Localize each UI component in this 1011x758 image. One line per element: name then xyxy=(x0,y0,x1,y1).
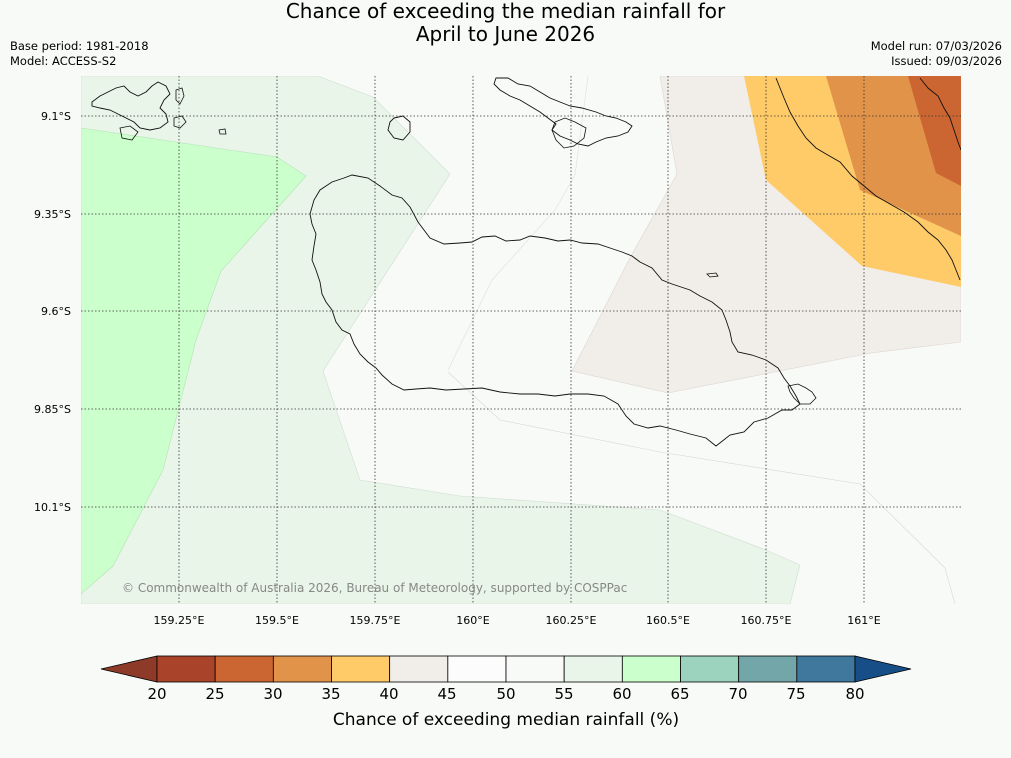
colorbar-label: 70 xyxy=(728,685,747,703)
lon-label: 160°E xyxy=(456,614,489,627)
faint-contour-line xyxy=(447,371,956,604)
lon-label: 160.75°E xyxy=(741,614,792,627)
colorbar-segment xyxy=(621,655,681,683)
colorbar-segment xyxy=(331,655,391,683)
contour-25-30-east xyxy=(908,76,961,186)
base-period-text: Base period: 1981-2018 xyxy=(10,39,149,53)
colorbar-segment xyxy=(447,655,507,683)
colorbar-segment xyxy=(505,655,565,683)
colorbar-segments xyxy=(156,655,856,683)
title-line-1: Chance of exceeding the median rainfall … xyxy=(285,0,726,23)
colorbar-segment xyxy=(214,655,274,683)
coast-malaita xyxy=(775,77,961,281)
colorbar-segment xyxy=(563,655,623,683)
colorbar-segment xyxy=(680,655,740,683)
island-nggela-west xyxy=(551,117,587,149)
colorbar-title: Chance of exceeding median rainfall (%) xyxy=(333,710,679,730)
colorbar-label: 50 xyxy=(496,685,515,703)
lat-label: 9.85°S xyxy=(34,403,71,416)
lat-label: 9.1°S xyxy=(41,110,71,123)
colorbar-label: 40 xyxy=(379,685,398,703)
lon-label: 159.75°E xyxy=(350,614,401,627)
map-area xyxy=(81,76,961,604)
island-savo xyxy=(387,115,411,141)
lat-label: 10.1°S xyxy=(34,501,71,514)
colorbar-over-arrow xyxy=(854,655,912,683)
lat-labels: 9.1°S 9.35°S 9.6°S 9.85°S 10.1°S xyxy=(34,110,71,514)
colorbar-label: 80 xyxy=(845,685,864,703)
lon-label: 160.25°E xyxy=(546,614,597,627)
model-run-text: Model run: 07/03/2026 xyxy=(870,39,1002,53)
island-russell-south xyxy=(119,125,139,141)
colorbar-label: 30 xyxy=(263,685,282,703)
islet-russell-2 xyxy=(218,128,227,135)
chart-title: Chance of exceeding the median rainfall … xyxy=(0,0,1011,46)
lon-label: 159.25°E xyxy=(154,614,205,627)
colorbar-segment xyxy=(738,655,798,683)
meta-right: Model run: 07/03/2026 Issued: 09/03/2026 xyxy=(871,39,1002,69)
colorbar-under-arrow xyxy=(100,655,158,683)
colorbar-label: 25 xyxy=(205,685,224,703)
coast-malaita-upper xyxy=(919,77,961,151)
islet-russell-3 xyxy=(175,87,185,105)
model-text: Model: ACCESS-S2 xyxy=(10,54,117,68)
lon-label: 161°E xyxy=(847,614,880,627)
colorbar-label: 65 xyxy=(670,685,689,703)
lon-labels: 159.25°E 159.5°E 159.75°E 160°E 160.25°E… xyxy=(154,614,881,627)
contour-60-65-west xyxy=(81,127,307,595)
gridlines xyxy=(81,76,961,604)
islet-russell xyxy=(173,115,187,129)
island-guadalcanal xyxy=(309,174,801,447)
colorbar-label: 20 xyxy=(147,685,166,703)
lon-label: 159.5°E xyxy=(255,614,299,627)
issued-text: Issued: 09/03/2026 xyxy=(891,54,1002,68)
colorbar-label: 55 xyxy=(554,685,573,703)
islet-east xyxy=(787,383,817,405)
colorbar-segment xyxy=(272,655,332,683)
islet-small xyxy=(706,272,719,278)
meta-left: Base period: 1981-2018 Model: ACCESS-S2 xyxy=(10,39,149,69)
title-line-2: April to June 2026 xyxy=(415,22,596,46)
colorbar-label: 60 xyxy=(612,685,631,703)
copyright-text: © Commonwealth of Australia 2026, Bureau… xyxy=(122,581,627,595)
colorbar: 20 25 30 35 40 45 50 55 60 65 70 75 80 C… xyxy=(100,655,912,730)
colorbar-label: 35 xyxy=(321,685,340,703)
island-nggela xyxy=(493,77,633,147)
colorbar-segment xyxy=(389,655,449,683)
colorbar-segment xyxy=(796,655,856,683)
colorbar-label: 45 xyxy=(437,685,456,703)
island-russell xyxy=(91,81,171,131)
colorbar-labels: 20 25 30 35 40 45 50 55 60 65 70 75 80 xyxy=(147,685,864,703)
colorbar-label: 75 xyxy=(786,685,805,703)
lat-label: 9.6°S xyxy=(41,305,71,318)
colorbar-segment xyxy=(156,655,216,683)
lon-label: 160.5°E xyxy=(646,614,690,627)
lat-label: 9.35°S xyxy=(34,208,71,221)
